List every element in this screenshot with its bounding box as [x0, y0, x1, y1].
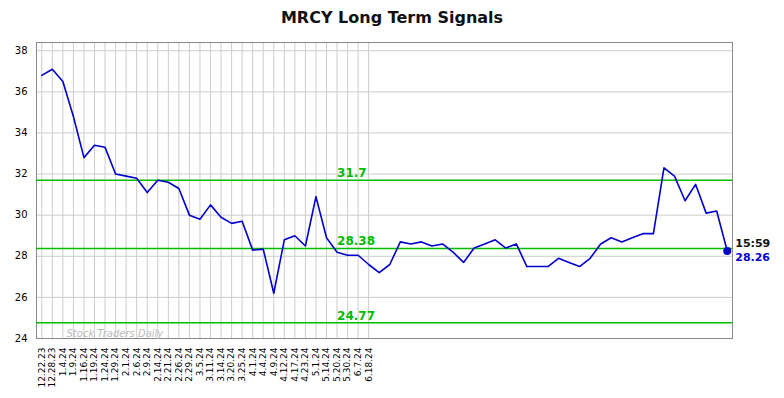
svg-text:5.30.24: 5.30.24 — [342, 347, 352, 382]
svg-text:30: 30 — [15, 209, 28, 220]
svg-text:3.5.24: 3.5.24 — [195, 347, 205, 376]
svg-text:2.6.24: 2.6.24 — [132, 347, 142, 376]
svg-text:3.25.24: 3.25.24 — [237, 347, 247, 382]
svg-text:2.21.24: 2.21.24 — [163, 347, 173, 382]
svg-text:28: 28 — [15, 250, 28, 261]
svg-text:4.12.24: 4.12.24 — [279, 347, 289, 382]
svg-text:2.26.24: 2.26.24 — [174, 347, 184, 382]
svg-text:3.20.24: 3.20.24 — [226, 347, 236, 382]
svg-text:31.7: 31.7 — [337, 166, 367, 180]
svg-text:24.77: 24.77 — [337, 309, 375, 323]
svg-text:12.28.23: 12.28.23 — [47, 348, 57, 388]
svg-text:38: 38 — [15, 45, 28, 56]
svg-text:4.9.24: 4.9.24 — [269, 347, 279, 376]
svg-text:28.26: 28.26 — [735, 251, 770, 264]
svg-text:36: 36 — [15, 86, 28, 97]
html-text:MRCY Long Term Signals: MRCY Long Term Signals — [280, 8, 504, 27]
svg-text:5.14.24: 5.14.24 — [321, 347, 331, 382]
svg-text:28.38: 28.38 — [337, 234, 375, 248]
svg-text:26: 26 — [15, 292, 28, 303]
svg-text:5.20.24: 5.20.24 — [332, 347, 342, 382]
svg-text:4.17.24: 4.17.24 — [290, 347, 300, 382]
svg-text:6.7.24: 6.7.24 — [353, 347, 363, 376]
svg-text:4.4.24: 4.4.24 — [258, 347, 268, 376]
svg-text:1.19.24: 1.19.24 — [89, 347, 99, 382]
svg-text:4.23.24: 4.23.24 — [300, 347, 310, 382]
svg-text:2.1.24: 2.1.24 — [121, 347, 131, 376]
svg-text:2.14.24: 2.14.24 — [153, 347, 163, 382]
svg-text:1.4.24: 1.4.24 — [58, 347, 68, 376]
svg-text:24: 24 — [15, 333, 28, 344]
svg-text:3.11.24: 3.11.24 — [205, 347, 215, 382]
svg-text:1.24.24: 1.24.24 — [100, 347, 110, 382]
svg-text:34: 34 — [15, 127, 28, 138]
svg-text:4.1.24: 4.1.24 — [248, 347, 258, 376]
svg-text:1.29.24: 1.29.24 — [110, 347, 120, 382]
svg-text:1.16.24: 1.16.24 — [79, 347, 89, 382]
svg-text:6.18.24: 6.18.24 — [364, 347, 374, 382]
svg-text:32: 32 — [15, 168, 28, 179]
svg-text:2.29.24: 2.29.24 — [184, 347, 194, 382]
svg-text:3.14.24: 3.14.24 — [216, 347, 226, 382]
svg-text:5.1.24: 5.1.24 — [311, 347, 321, 376]
svg-text:15:59: 15:59 — [735, 237, 770, 250]
svg-text:1.9.24: 1.9.24 — [68, 347, 78, 376]
svg-text:12.22.23: 12.22.23 — [37, 348, 47, 388]
svg-text:Stock Traders Daily: Stock Traders Daily — [67, 328, 165, 339]
svg-text:2.9.24: 2.9.24 — [142, 347, 152, 376]
